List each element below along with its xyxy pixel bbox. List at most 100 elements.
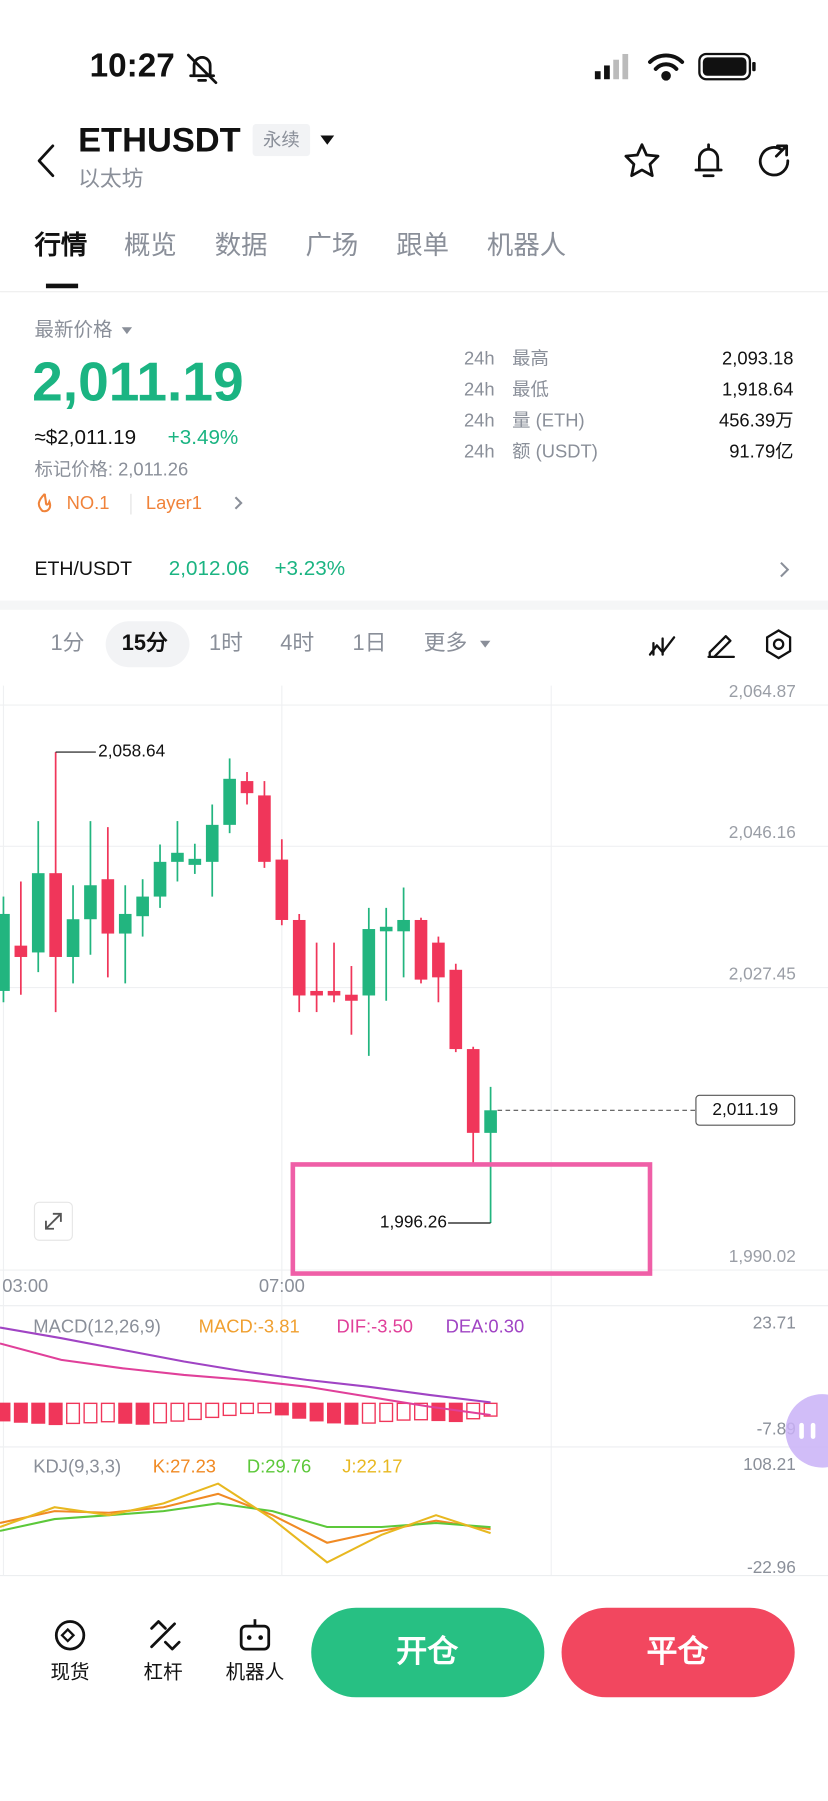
interval[interactable]: 1时 [209,630,243,655]
legend-entry: D:29.76 [247,1455,311,1476]
tab[interactable]: 概览 [124,230,177,260]
close-position-button[interactable] [561,1607,795,1698]
open-position-button[interactable] [311,1607,545,1698]
interval-active-bg [105,621,190,668]
candle-body [205,824,219,862]
last-price-label: 2,011.19 [712,1099,778,1119]
stat-period: 24h [464,409,495,430]
bot-nav-icon [239,1619,271,1651]
indicator-line [0,1502,491,1532]
floating-assistant-bar [810,1422,816,1439]
stats: 24h 最高 2,093.18 24h 最低 1,918.64 24h 量 (ETH) 456.… [464,347,794,461]
candle-body [414,919,428,980]
histogram-bar [118,1402,133,1424]
highlight-box [290,1162,653,1276]
settings-button[interactable] [765,629,792,660]
tab[interactable]: 数据 [215,230,268,260]
margin-nav-icon [150,1620,181,1651]
stat-value: 2,093.18 [722,347,793,368]
tabs: 行情 概览 数据 广场 跟单 机器人 [33,230,566,260]
indicator-line [0,1326,491,1404]
alert-button[interactable] [694,143,723,178]
chart-layer: 2,064.87 2,046.16 2,027.45 1,990.02 03:00 07:… [0,681,828,1577]
spot-change: +3.23% [274,557,345,580]
nav-label[interactable]: 现货 [51,1661,90,1683]
wifi-icon [648,53,685,81]
candle-body [223,778,236,825]
candle-body [432,942,445,978]
spot-pair[interactable]: ETH/USDT [34,558,132,580]
status-time: 10:27 [90,48,175,85]
price-change: +3.49% [168,426,239,449]
histogram-bar [170,1402,185,1422]
indicator-title: KDJ(9,3,3) [33,1455,121,1476]
tab[interactable]: 行情 [33,230,87,260]
usd-price: ≈$2,011.19 [34,426,136,449]
tag: 永续 [263,129,300,150]
histogram-bar [361,1402,376,1424]
legend-entry: J:22.17 [342,1455,402,1476]
candle-body [153,861,167,897]
stat-period: 24h [464,440,495,461]
interval[interactable]: 4时 [280,630,314,655]
indicator-button[interactable] [648,636,676,656]
stat-value: 1,918.64 [722,378,793,399]
candle-body [66,919,80,957]
indicator-line [0,1342,491,1417]
signal-icon [594,53,629,80]
histogram-bar [100,1402,115,1423]
intervals: 1分 15分 1时 4时 1日 更多 [51,630,468,655]
interval[interactable]: 15分 [122,630,168,655]
legend-entry: K:27.23 [153,1455,216,1476]
candle-body [240,781,254,794]
histogram-bar [222,1402,237,1417]
back-button[interactable] [37,144,55,178]
indicator-line [0,1482,491,1564]
stat-period: 24h [464,347,495,368]
share-button[interactable] [758,144,790,177]
sector-badge[interactable]: Layer1 [146,492,202,513]
nav-label[interactable]: 杠杆 [144,1661,183,1683]
price-label-dropdown[interactable] [121,327,133,335]
interval[interactable]: 1分 [51,630,85,655]
candle-body [136,896,149,917]
spot-nav-icon [54,1620,86,1651]
tab[interactable]: 机器人 [487,230,566,260]
histogram-bar [13,1402,28,1423]
candle-body [171,852,184,862]
interval[interactable]: 1日 [353,630,387,655]
interval[interactable]: 更多 [424,630,468,655]
stat-period: 24h [464,378,495,399]
high-label: 2,058.64 [98,741,165,761]
histogram-bar [327,1402,342,1424]
draw-button[interactable] [707,635,735,659]
x-tick-label: 03:00 [2,1275,48,1296]
candle-body [258,795,271,862]
legend-entry: MACD:-3.81 [199,1315,300,1336]
mark-price: 标记价格: 2,011.26 [34,459,188,480]
badge-chevron[interactable] [234,496,243,510]
close-position-label: 平仓 [647,1634,710,1669]
tab[interactable]: 广场 [305,230,358,260]
more-dropdown[interactable] [480,640,491,648]
histogram-bar [83,1402,98,1424]
legend-entry: DEA:0.30 [446,1315,525,1336]
histogram-bar [379,1402,394,1423]
stat-label: 最低 [512,378,549,399]
spot-chevron[interactable] [780,561,790,578]
stat-label: 量 (ETH) [512,409,584,430]
histogram-bar [31,1402,46,1424]
histogram-bar [483,1402,498,1417]
favorite-button[interactable] [624,143,660,178]
histogram-bar [344,1402,359,1425]
floating-assistant-bar [799,1422,804,1439]
candle-body [449,969,463,1050]
candle-body [345,994,358,1001]
candle-body [0,913,10,991]
tab[interactable]: 跟单 [396,230,449,260]
floating-assistant[interactable] [785,1394,828,1468]
nav-label[interactable]: 机器人 [226,1661,285,1683]
symbol-dropdown[interactable] [320,135,335,145]
symbol: ETHUSDT [78,121,241,159]
